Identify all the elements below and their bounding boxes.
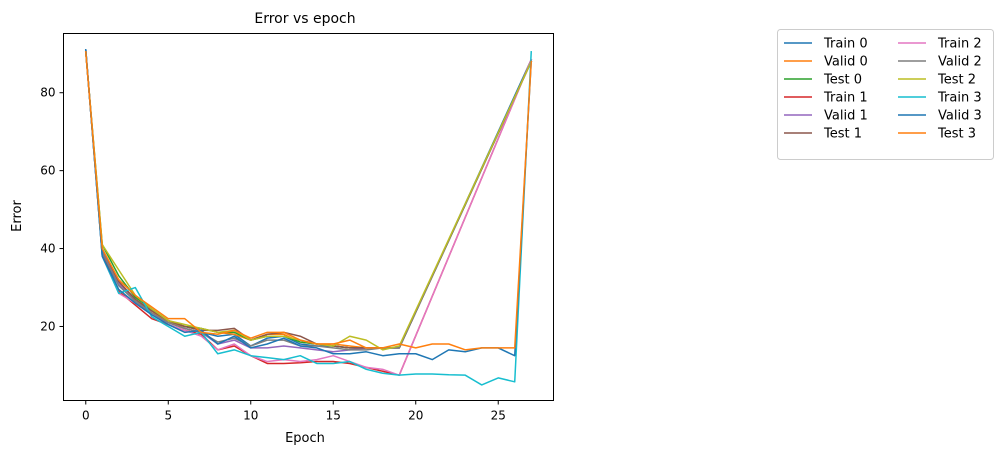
legend-label: Valid 3	[938, 109, 982, 124]
series-line-train-1	[84, 49, 533, 376]
legend: Train 0 Valid 0 Test 0 Train 1 Valid 1 Test 1…	[777, 29, 994, 160]
series-line-valid-3	[84, 49, 533, 361]
y-tick-label: 80	[40, 86, 55, 100]
chart-title: Error vs epoch	[254, 11, 355, 27]
legend-entry-train-0: Train 0	[784, 37, 868, 52]
legend-label: Test 3	[937, 127, 976, 142]
legend-label: Train 3	[937, 91, 982, 106]
legend-entry-test-1: Test 1	[784, 127, 862, 142]
legend-frame	[777, 29, 994, 160]
series-line-train-2	[84, 49, 533, 376]
legend-entry-test-3: Test 3	[898, 127, 976, 142]
series-line-train-0	[84, 49, 533, 349]
legend-label: Valid 0	[824, 55, 868, 70]
series-line-test-1	[84, 50, 533, 349]
x-tick-label: 25	[491, 409, 506, 423]
y-tick-label: 40	[40, 242, 55, 256]
y-axis-ticks: 20 40 60 80	[40, 86, 64, 333]
legend-entry-test-0: Test 0	[784, 73, 862, 88]
x-tick-label: 20	[408, 409, 423, 423]
legend-entry-train-3: Train 3	[898, 91, 982, 106]
legend-label: Test 1	[823, 127, 862, 142]
legend-label: Train 0	[823, 37, 868, 52]
x-tick-label: 10	[243, 409, 258, 423]
x-tick-label: 0	[82, 409, 90, 423]
legend-label: Train 2	[937, 37, 982, 52]
legend-entry-valid-1: Valid 1	[784, 109, 868, 124]
legend-entry-test-2: Test 2	[898, 73, 976, 88]
y-axis-label: Error	[10, 200, 25, 232]
legend-label: Train 1	[823, 91, 868, 106]
legend-entry-valid-0: Valid 0	[784, 55, 868, 70]
x-axis-ticks: 0 5 10 15 20 25	[82, 400, 506, 423]
y-tick-label: 60	[40, 164, 55, 178]
series-lines	[84, 49, 533, 386]
legend-entry-train-2: Train 2	[898, 37, 982, 52]
plot-area	[63, 33, 554, 401]
series-line-valid-0	[84, 51, 533, 349]
legend-label: Test 0	[823, 73, 862, 88]
y-tick-label: 20	[40, 319, 55, 333]
legend-label: Valid 2	[938, 55, 982, 70]
series-line-train-3	[84, 49, 533, 386]
x-tick-label: 5	[164, 409, 172, 423]
x-axis-label: Epoch	[285, 431, 325, 446]
series-line-test-0	[84, 50, 533, 349]
legend-label: Test 2	[937, 73, 976, 88]
series-line-valid-2	[84, 51, 533, 351]
legend-label: Valid 1	[824, 109, 868, 124]
legend-entry-train-1: Train 1	[784, 91, 868, 106]
series-line-test-2	[84, 50, 533, 351]
legend-entries: Train 0 Valid 0 Test 0 Train 1 Valid 1 Test 1…	[784, 37, 982, 142]
legend-entry-valid-2: Valid 2	[898, 55, 982, 70]
x-tick-label: 15	[326, 409, 341, 423]
legend-entry-valid-3: Valid 3	[898, 109, 982, 124]
axes-frame	[63, 33, 554, 401]
series-line-test-3	[84, 50, 533, 351]
